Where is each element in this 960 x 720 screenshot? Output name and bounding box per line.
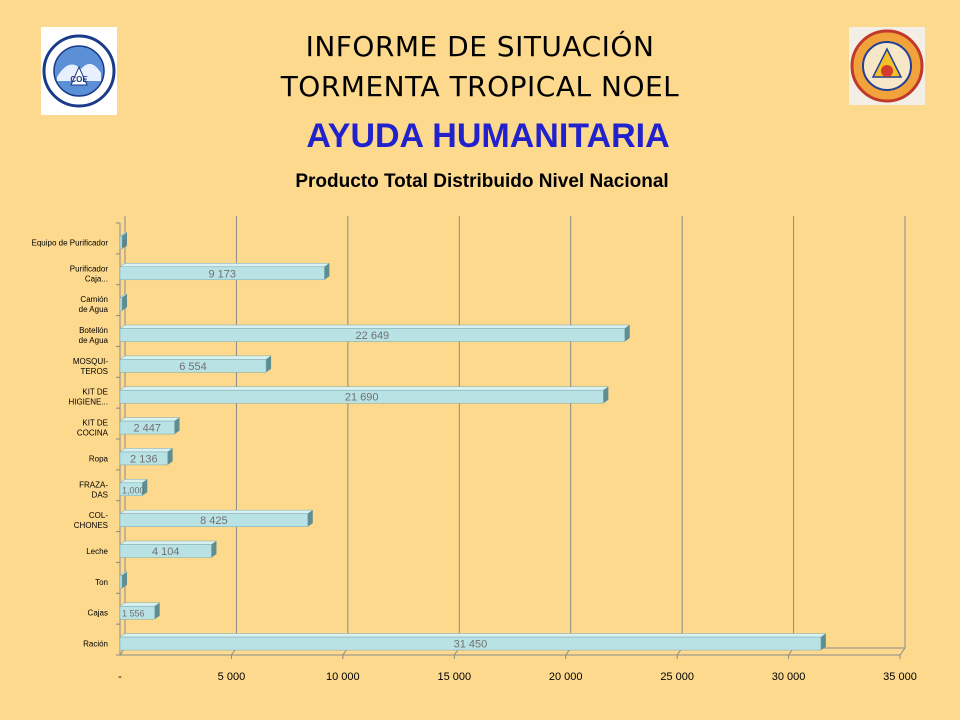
- category-label: de Agua: [79, 336, 109, 345]
- x-tick-label: 20 000: [549, 671, 583, 683]
- bar-side: [603, 386, 609, 404]
- category-label: Ración: [83, 640, 108, 649]
- category-label: TEROS: [80, 367, 108, 376]
- bar: [119, 636, 822, 651]
- data-label: 1,000: [122, 485, 145, 495]
- coe-badge: COE: [70, 75, 88, 84]
- bar-side: [324, 263, 330, 280]
- bar-side: [154, 602, 160, 620]
- category-label: Botellón: [79, 326, 108, 335]
- category-label: Equipo de Purificador: [32, 238, 109, 247]
- category-label: Ton: [95, 578, 108, 587]
- bar-side: [167, 448, 173, 465]
- bar: [119, 513, 309, 527]
- x-tick-label: 25 000: [660, 671, 694, 683]
- bar-top: [119, 540, 218, 545]
- bar-side: [307, 510, 313, 527]
- data-label: 2 447: [134, 423, 162, 435]
- data-label: 9 173: [208, 268, 236, 280]
- gridline-floor: [899, 647, 906, 656]
- category-label: KIT DE: [82, 419, 108, 428]
- bar-side: [142, 479, 148, 496]
- category-label: CHONES: [74, 521, 108, 530]
- bar-side: [122, 294, 127, 311]
- bar: [119, 605, 155, 620]
- chart-title: Producto Total Distribuido Nivel Naciona…: [295, 171, 669, 192]
- bar-top: [119, 386, 610, 391]
- category-label: DAS: [92, 490, 108, 499]
- bar: [119, 359, 267, 373]
- report-title-line1: INFORME DE SITUACIÓN: [305, 30, 655, 63]
- data-label: 31 450: [454, 639, 488, 651]
- bar: [119, 482, 143, 497]
- bar-side: [624, 325, 630, 342]
- bar-side: [820, 633, 826, 651]
- x-tick-label: 10 000: [326, 671, 360, 683]
- section-title: AYUDA HUMANITARIA: [306, 117, 670, 155]
- defensa-civil-logo: [849, 27, 925, 105]
- bar-side: [266, 355, 272, 373]
- category-label: COCINA: [77, 429, 109, 438]
- data-label: 2 136: [130, 453, 158, 465]
- bar-top: [119, 417, 181, 422]
- data-label: 2: [122, 238, 127, 248]
- bar-side: [122, 571, 127, 589]
- bar: [119, 235, 123, 250]
- x-tick-label: -: [118, 671, 122, 683]
- bar: [119, 451, 168, 466]
- data-label: 4 104: [152, 546, 180, 558]
- bar: [119, 420, 175, 435]
- category-label: Purificador: [70, 264, 109, 273]
- bar-top: [119, 324, 631, 329]
- bar-top: [119, 355, 272, 360]
- data-label: 6 554: [179, 361, 207, 373]
- report-title-line2: TORMENTA TROPICAL NOEL: [280, 70, 680, 103]
- x-tick-label: 35 000: [883, 671, 917, 683]
- bar-top: [119, 509, 314, 514]
- data-label: 1 556: [122, 609, 145, 619]
- data-label: 21 690: [345, 392, 379, 404]
- bar: [119, 328, 625, 342]
- bar-side: [211, 541, 217, 558]
- bar-side: [122, 232, 127, 249]
- bar-top: [119, 633, 827, 638]
- x-tick-label: 30 000: [772, 671, 806, 683]
- category-label: FRAZA-: [79, 480, 108, 489]
- bar-side: [174, 417, 180, 435]
- x-tick-label: 15 000: [437, 671, 471, 683]
- category-label: COL-: [89, 511, 108, 520]
- category-label: Ropa: [89, 454, 109, 463]
- bar-top: [119, 602, 161, 607]
- bar-top: [119, 448, 174, 453]
- category-label: HIGIENE...: [68, 398, 108, 407]
- bar: [119, 266, 325, 281]
- category-label: Camión: [80, 295, 108, 304]
- bar: [119, 389, 604, 404]
- category-label: MOSQUI-: [73, 357, 108, 366]
- coe-logo: COE: [41, 27, 117, 115]
- bar-top: [119, 263, 331, 268]
- category-label: KIT DE: [82, 388, 108, 397]
- data-label: 8 425: [200, 515, 228, 527]
- category-label: de Agua: [79, 305, 109, 314]
- bar: [119, 575, 123, 589]
- data-label: 22 649: [356, 330, 390, 342]
- category-label: Caja...: [85, 274, 108, 283]
- x-tick-label: 5 000: [218, 671, 246, 683]
- category-label: Leche: [86, 547, 108, 556]
- category-label: Cajas: [88, 609, 108, 618]
- bar: [119, 297, 123, 311]
- bar: [119, 544, 212, 558]
